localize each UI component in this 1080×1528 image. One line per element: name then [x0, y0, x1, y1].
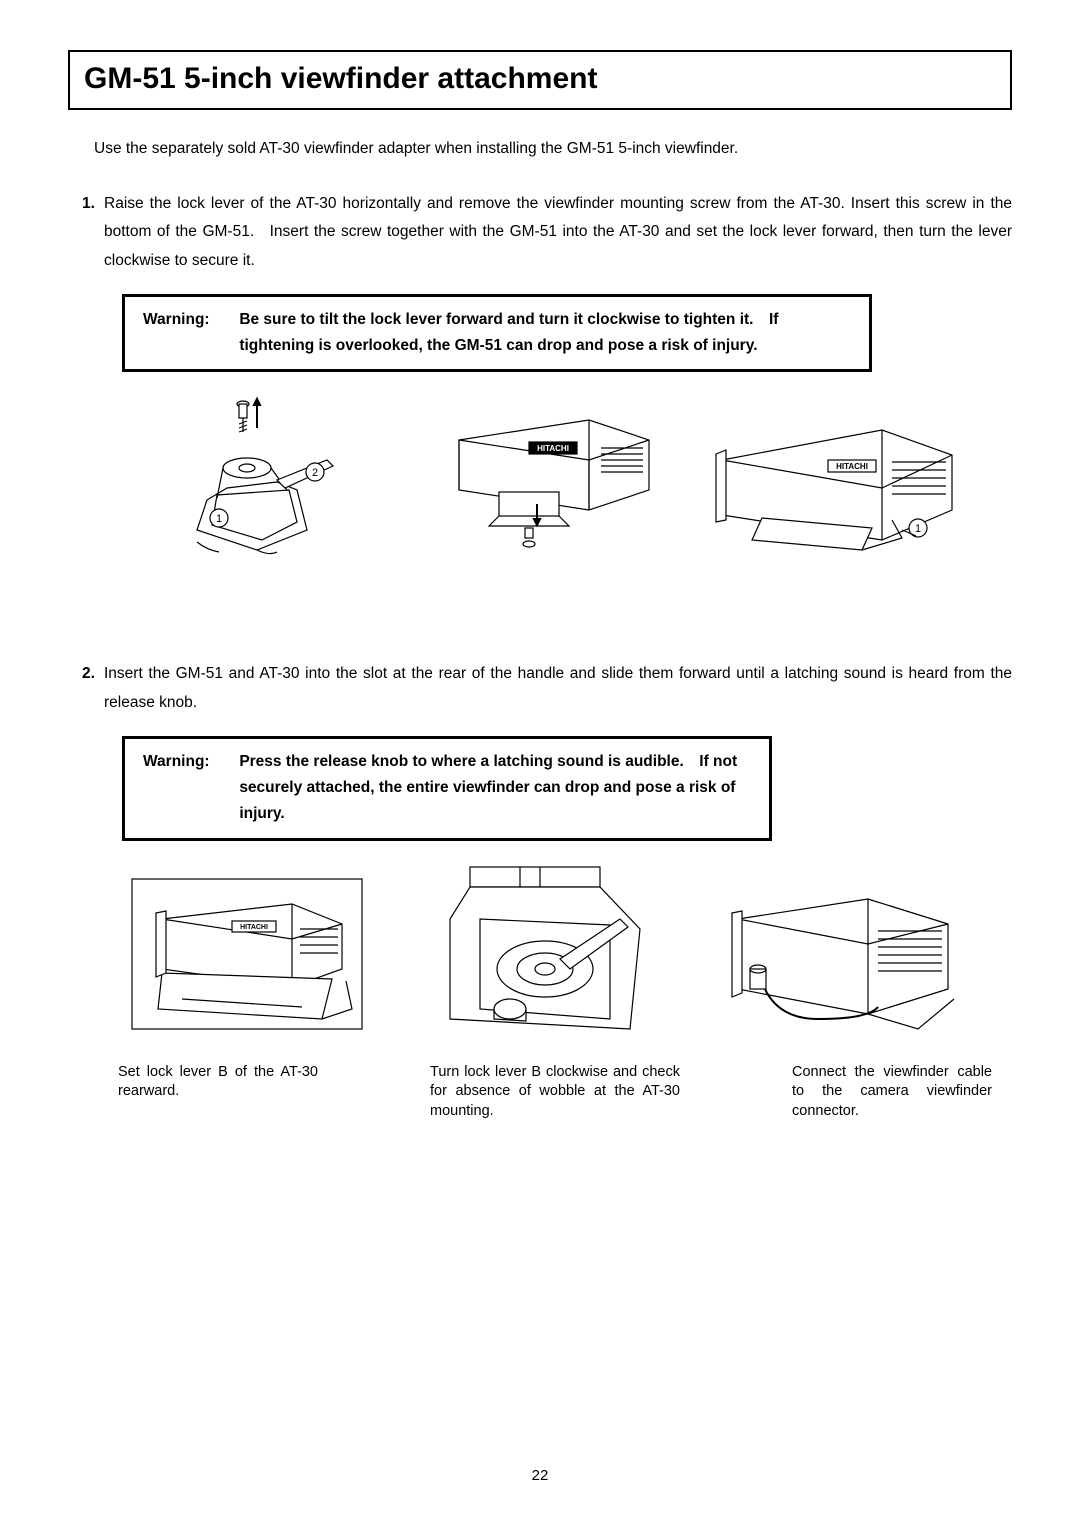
- figure-row-2: HITACHI: [108, 859, 982, 1049]
- figure-adapter-mount: 1 2: [128, 390, 395, 570]
- caption-row: Set lock lever B of the AT-30 rearward. …: [118, 1063, 992, 1122]
- caption-2: Turn lock lever B clockwise and check fo…: [430, 1063, 680, 1122]
- warning-2-text: Press the release knob to where a latchi…: [239, 749, 737, 828]
- title-box: GM-51 5-inch viewfinder attachment: [68, 50, 1012, 110]
- caption-3: Connect the viewfinder cable to the came…: [792, 1063, 992, 1122]
- figure-lever-rearward: HITACHI: [108, 869, 386, 1039]
- figure-lever-clockwise: [406, 859, 684, 1049]
- step-1-text: Raise the lock lever of the AT-30 horizo…: [104, 190, 1012, 276]
- figure-row-1: 1 2 HITACHI: [128, 390, 972, 570]
- svg-text:1: 1: [215, 513, 221, 525]
- step-1-number: 1.: [68, 190, 104, 276]
- brand-label-3: HITACHI: [240, 924, 268, 931]
- warning-1-label: Warning:: [143, 307, 235, 333]
- warning-box-2: Warning: Press the release knob to where…: [122, 736, 772, 841]
- warning-1-text: Be sure to tilt the lock lever forward a…: [239, 307, 837, 360]
- step-2-text: Insert the GM-51 and AT-30 into the slot…: [104, 660, 1012, 717]
- brand-label-1: HITACHI: [537, 444, 569, 453]
- brand-label-2: HITACHI: [836, 462, 868, 471]
- page-number: 22: [0, 1467, 1080, 1484]
- page-title: GM-51 5-inch viewfinder attachment: [84, 62, 996, 96]
- warning-box-1: Warning: Be sure to tilt the lock lever …: [122, 294, 872, 373]
- figure-cable-connect: [704, 869, 982, 1039]
- svg-text:2: 2: [311, 467, 317, 479]
- figure-viewfinder-underside: HITACHI: [415, 400, 682, 560]
- caption-1: Set lock lever B of the AT-30 rearward.: [118, 1063, 318, 1122]
- intro-text: Use the separately sold AT-30 viewfinder…: [94, 138, 1012, 160]
- warning-2-label: Warning:: [143, 749, 235, 775]
- step-2: 2. Insert the GM-51 and AT-30 into the s…: [68, 660, 1012, 717]
- step-1: 1. Raise the lock lever of the AT-30 hor…: [68, 190, 1012, 276]
- step-2-number: 2.: [68, 660, 104, 717]
- svg-text:1: 1: [915, 523, 921, 535]
- figure-viewfinder-assembled: HITACHI 1: [702, 400, 972, 560]
